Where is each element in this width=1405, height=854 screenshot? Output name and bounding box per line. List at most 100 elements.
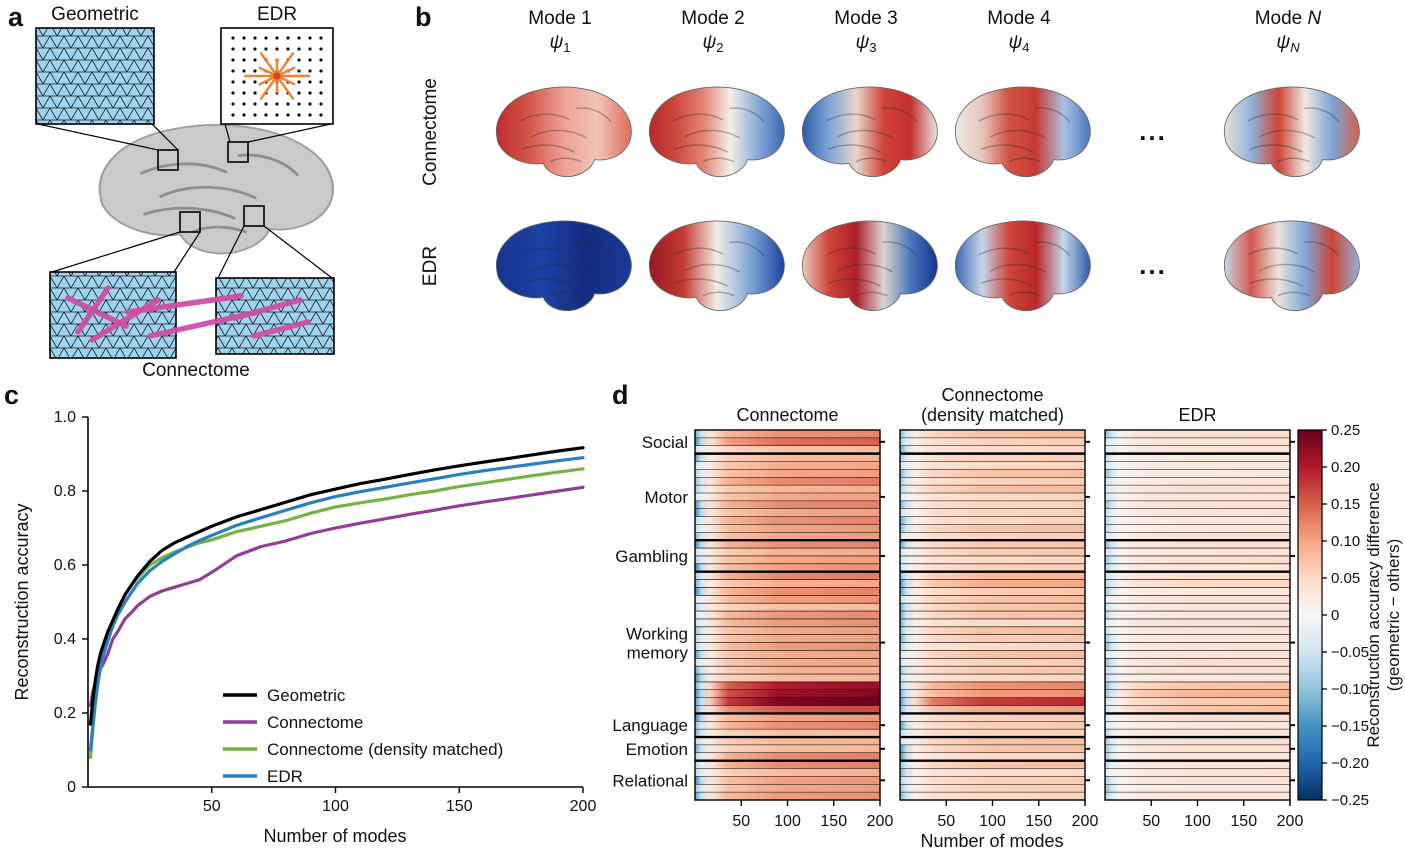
brain-sulcus [1259,263,1316,273]
heatmap-row [695,792,880,801]
heatmap-row [1105,461,1290,470]
heatmap-row [1105,555,1290,565]
category-label: Working [626,625,688,644]
heatmap-row [1105,681,1290,691]
heatmap-row [1105,430,1290,439]
brain-sulcus [684,129,741,139]
connectome-label: Connectome [142,360,250,380]
brain-sulcus [531,129,588,139]
heatmap-row [900,524,1085,533]
heatmap-row [695,445,880,455]
brain-sulcus [139,162,228,175]
heatmap-row [695,681,880,691]
heatmap-row [900,634,1085,643]
brain-sulcus [1008,291,1041,297]
brain-sulcus [519,247,571,256]
panel-b-letter: b [415,2,432,32]
brain-sulcus [990,129,1047,139]
y-tick-label: 0.6 [54,557,76,574]
heatmap-row [695,540,880,549]
heatmap-row [1105,548,1290,557]
heatmap-row [695,548,880,557]
y-tick-label: 1.0 [54,409,76,426]
heatmap-row [695,634,880,643]
heatmap-row [900,697,1085,706]
heatmap-row [695,713,880,722]
brain-sulcus [674,144,728,153]
y-tick-label: 0.2 [54,705,76,722]
heatmap-row [900,540,1085,549]
brain-sulcus [1249,144,1303,153]
mode-symbol: ψN [1276,32,1300,55]
mode-symbol: ψ4 [1008,32,1029,55]
heatmap-row [1105,437,1290,447]
heatmap-row [900,705,1085,714]
heatmap-row [695,563,880,573]
heatmap-row [695,752,880,762]
brain-sulcus [837,263,894,273]
callout-line [224,123,231,143]
brain-sulcus [674,278,728,287]
brain-surface-connectome-mode5 [1223,86,1360,178]
brain-sulcus [825,247,877,256]
brain-outline [1223,220,1360,312]
mode-title: Mode 4 [987,8,1051,29]
heatmap-row [900,516,1085,525]
heatmap-row [1105,689,1290,699]
brain-patch-box [179,211,201,233]
brain-silhouette [98,124,334,255]
x-tick-label: 100 [322,798,349,815]
heatmap-row [900,681,1085,691]
brain-sulcus [855,157,888,163]
heatmap-row [695,595,880,604]
brain-sulcus [882,241,918,257]
heatmap-row [900,485,1085,494]
brain-surface-connectome-mode4 [954,86,1091,178]
heatmap-row [900,587,1085,596]
heatmap-row [1105,532,1290,541]
heatmap-row [1105,674,1290,683]
heatmap-row [900,752,1085,762]
mode-symbol: ψ1 [549,32,570,55]
brain-row-label: Connectome [420,78,441,186]
brain-sulcus [521,278,575,287]
colorbar-tick-label: −0.20 [1331,755,1369,772]
heatmap-row [1105,492,1290,502]
heatmap-title-line2: (density matched) [921,405,1064,425]
brain-outline [801,86,938,178]
brain-sulcus [684,263,741,273]
heatmap-row [900,532,1085,541]
panel-c-letter: c [4,380,20,410]
heatmap-row [695,469,880,478]
category-label: Motor [645,488,689,507]
heatmap-row [695,721,880,730]
heatmap-row [695,508,880,517]
heatmap-row [695,453,880,462]
heatmap-row [900,477,1085,486]
brain-sulcus [837,129,894,139]
chart-line-geometric [88,446,585,726]
colorbar-tick-label: 0.25 [1331,422,1360,439]
brain-outline [801,220,938,312]
connectome-link [231,297,303,321]
heatmap-row [900,453,1085,462]
geometric-label: Geometric [51,4,139,25]
brain-surface-connectome-mode3 [801,86,938,178]
heatmap-row [695,737,880,746]
colorbar-tick-label: −0.05 [1331,644,1369,661]
brain-sulcus [702,291,735,297]
heatmap-row [900,437,1085,447]
brain-sulcus [1035,107,1071,123]
brain-sulcus [729,241,765,257]
mode-title: Mode 3 [834,8,897,29]
category-label-line2: memory [627,644,689,663]
brain-outline [648,220,785,312]
brain-patch-box [157,149,179,171]
heatmap-row [1105,768,1290,777]
heatmap-row [695,437,880,447]
callout-line [263,225,333,279]
heatmap-row [1105,603,1290,612]
brain-sulcus [1249,278,1303,287]
brain-sulcus [549,157,582,163]
colorbar-tick-label: −0.10 [1331,681,1369,698]
